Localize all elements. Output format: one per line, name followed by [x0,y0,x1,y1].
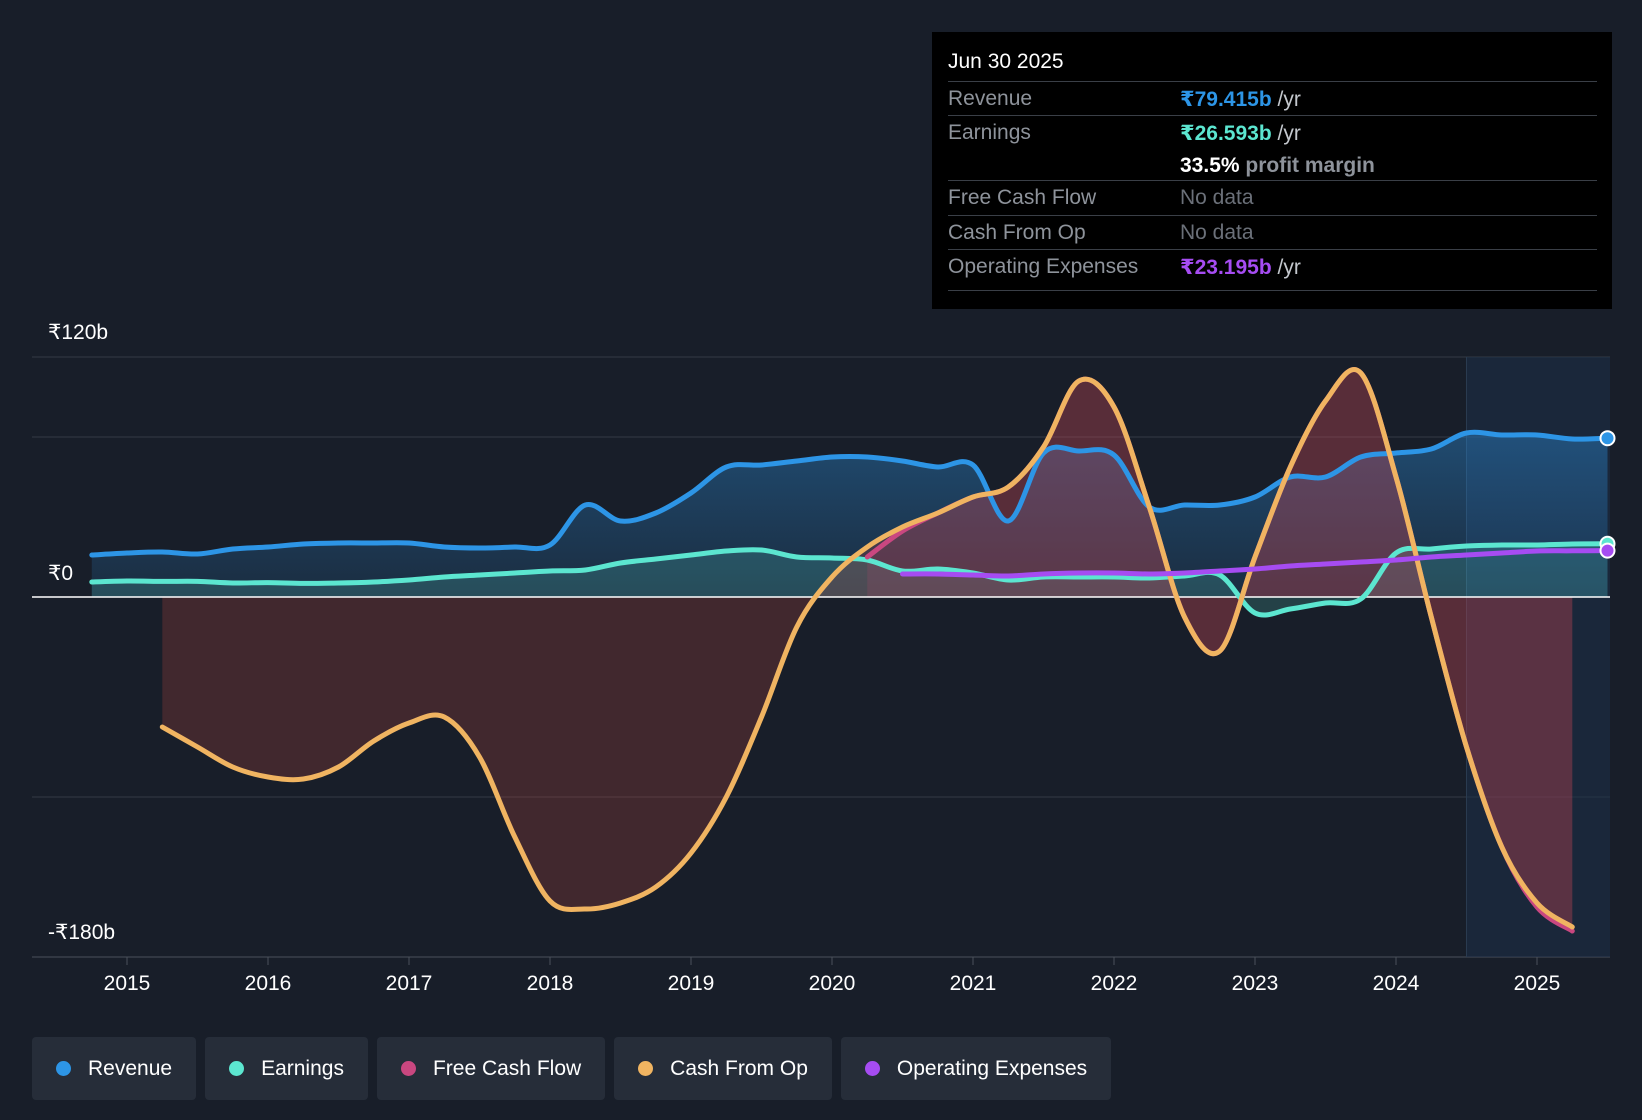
revenue-dot-icon [56,1061,71,1076]
revenue-end-marker [1599,430,1616,447]
tooltip-margin-value: 33.5% [1180,154,1240,177]
x-tick-label: 2020 [809,972,856,995]
tooltip-opex-label: Operating Expenses [948,255,1139,278]
tooltip-cfo-value: No data [1180,221,1254,244]
cash-from-op-dot-icon [638,1061,654,1076]
tooltip-earnings-label: Earnings [948,121,1031,144]
tooltip-panel: Jun 30 2025 Revenue ₹79.415b /yr Earning… [932,32,1612,309]
tooltip-row-fcf: Free Cash Flow No data [948,180,1597,215]
chart-area: ₹120b ₹0 -₹180b 2015 2016 2017 2018 2019 2020 202… [32,321,1616,995]
legend-label-revenue: Revenue [88,1056,173,1080]
earnings-area [91,543,1608,616]
tooltip-row-cfo: Cash From Op No data [948,215,1597,250]
x-tick-label: 2016 [245,972,292,995]
x-tick-label: 2018 [527,972,574,995]
legend-item-operating-expenses[interactable]: Operating Expenses [840,1037,1112,1100]
tooltip-opex-unit: /yr [1277,256,1301,279]
tooltip-revenue-value-wrap: ₹79.415b /yr [1180,87,1301,112]
tooltip-date: Jun 30 2025 [948,50,1064,73]
cash-from-op-area [162,369,1573,928]
x-tick-label: 2015 [104,972,151,995]
operating-expenses-end-marker [1599,542,1616,559]
tooltip-margin-wrap: 33.5% profit margin [1180,154,1375,178]
tooltip-fcf-value: No data [1180,186,1254,209]
x-tick-label: 2019 [668,972,715,995]
cash-from-op-line [159,367,1575,930]
tooltip-revenue-label: Revenue [948,87,1033,110]
operating-expenses-line [900,548,1610,579]
tooltip-opex-value: ₹23.195b [1180,256,1272,279]
y-tick-label: ₹120b [48,321,108,344]
x-tick-label: 2022 [1091,972,1138,995]
x-tick-label: 2024 [1373,972,1420,995]
earnings-dot-icon [229,1061,245,1076]
tooltip-cfo-label: Cash From Op [948,221,1086,244]
legend-item-free-cash-flow[interactable]: Free Cash Flow [376,1037,606,1100]
y-tick-label: -₹180b [48,921,115,944]
tooltip-earnings-value: ₹26.593b [1180,122,1272,145]
tooltip-row-opex: Operating Expenses ₹23.195b /yr [948,249,1597,284]
x-tick-label: 2021 [950,972,997,995]
legend-label-earnings: Earnings [261,1056,344,1080]
legend-label-cash-from-op: Cash From Op [670,1056,808,1080]
revenue-area [91,432,1608,597]
legend-label-free-cash-flow: Free Cash Flow [432,1056,582,1080]
tooltip-row-revenue: Revenue ₹79.415b /yr [948,81,1597,116]
legend-item-revenue[interactable]: Revenue [32,1037,197,1100]
y-tick-label: ₹0 [48,562,73,585]
tooltip-opex-value-wrap: ₹23.195b /yr [1180,255,1301,280]
x-tick-label: 2017 [386,972,433,995]
tooltip-earnings-unit: /yr [1277,122,1301,145]
legend-label-operating-expenses: Operating Expenses [896,1056,1088,1080]
x-tick-label: 2023 [1232,972,1279,995]
tooltip-margin-label: profit margin [1245,154,1375,177]
tooltip-revenue-unit: /yr [1277,88,1301,111]
tooltip-row-earnings: Earnings ₹26.593b /yr 33.5% profit margi… [948,115,1597,180]
tooltip-earnings-value-wrap: ₹26.593b /yr [1180,121,1301,146]
tooltip-revenue-value: ₹79.415b [1180,88,1272,111]
free-cash-flow-dot-icon [400,1061,416,1076]
legend: Revenue Earnings Free Cash Flow Cash Fro… [32,1037,1112,1100]
tooltip-fcf-label: Free Cash Flow [948,186,1097,209]
x-tick-label: 2025 [1514,972,1561,995]
legend-item-earnings[interactable]: Earnings [205,1037,368,1100]
operating-expenses-dot-icon [864,1061,880,1076]
legend-item-cash-from-op[interactable]: Cash From Op [614,1037,832,1100]
revenue-line [89,429,1610,558]
tooltip-divider [948,290,1597,291]
